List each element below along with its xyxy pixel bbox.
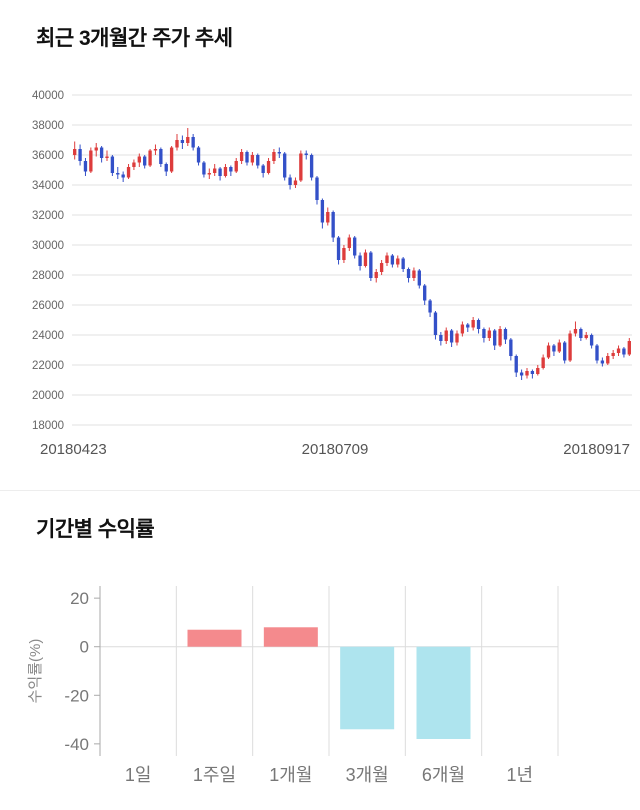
svg-text:38000: 38000 bbox=[32, 120, 64, 132]
svg-text:1개월: 1개월 bbox=[269, 765, 312, 785]
returns-y-axis: 20 0 -20 -40 bbox=[64, 586, 101, 756]
svg-text:-20: -20 bbox=[64, 686, 89, 705]
returns-bars bbox=[187, 627, 471, 739]
svg-text:0: 0 bbox=[80, 638, 89, 657]
svg-text:1일: 1일 bbox=[125, 765, 152, 785]
returns-y-axis-label: 수익률(%) bbox=[27, 639, 44, 704]
x-tick-mid: 20180709 bbox=[301, 441, 369, 458]
x-tick-start: 20180423 bbox=[40, 441, 107, 458]
svg-text:22000: 22000 bbox=[32, 360, 64, 372]
svg-text:6개월: 6개월 bbox=[422, 765, 465, 785]
price-chart-section: 40000 38000 36000 34000 32000 30000 28000 26000… bbox=[0, 85, 640, 458]
candles bbox=[73, 128, 631, 380]
svg-text:36000: 36000 bbox=[32, 150, 64, 162]
svg-text:40000: 40000 bbox=[32, 90, 64, 102]
svg-text:1년: 1년 bbox=[507, 765, 534, 785]
price-gridlines bbox=[72, 94, 632, 426]
returns-gridlines bbox=[100, 586, 559, 756]
svg-text:-40: -40 bbox=[64, 735, 89, 754]
svg-text:32000: 32000 bbox=[32, 210, 64, 222]
svg-text:20000: 20000 bbox=[32, 390, 64, 402]
price-chart-title: 최근 3개월간 주가 추세 bbox=[36, 27, 233, 50]
svg-text:18000: 18000 bbox=[32, 420, 64, 432]
svg-text:30000: 30000 bbox=[32, 240, 64, 252]
svg-text:34000: 34000 bbox=[32, 180, 64, 192]
svg-text:26000: 26000 bbox=[32, 300, 64, 312]
section-divider bbox=[0, 490, 640, 491]
svg-text:20: 20 bbox=[70, 589, 89, 608]
svg-text:24000: 24000 bbox=[32, 330, 64, 342]
returns-chart-title: 기간별 수익률 bbox=[36, 518, 155, 541]
svg-text:1주일: 1주일 bbox=[193, 765, 236, 785]
candlestick-chart: 40000 38000 36000 34000 32000 30000 28000 26000… bbox=[32, 90, 632, 432]
price-chart-x-axis: 20180423 20180709 20180917 bbox=[0, 441, 640, 458]
svg-text:3개월: 3개월 bbox=[346, 765, 389, 785]
returns-bar-chart: 20 0 -20 -40 수익률(%) 1일 1주일 1개월 3개월 6개월 1년 bbox=[27, 586, 559, 785]
svg-text:28000: 28000 bbox=[32, 270, 64, 282]
x-tick-end: 20180917 bbox=[563, 441, 630, 458]
price-y-tick-labels: 40000 38000 36000 34000 32000 30000 28000 26000… bbox=[32, 90, 64, 432]
returns-category-labels: 1일 1주일 1개월 3개월 6개월 1년 bbox=[125, 765, 533, 785]
